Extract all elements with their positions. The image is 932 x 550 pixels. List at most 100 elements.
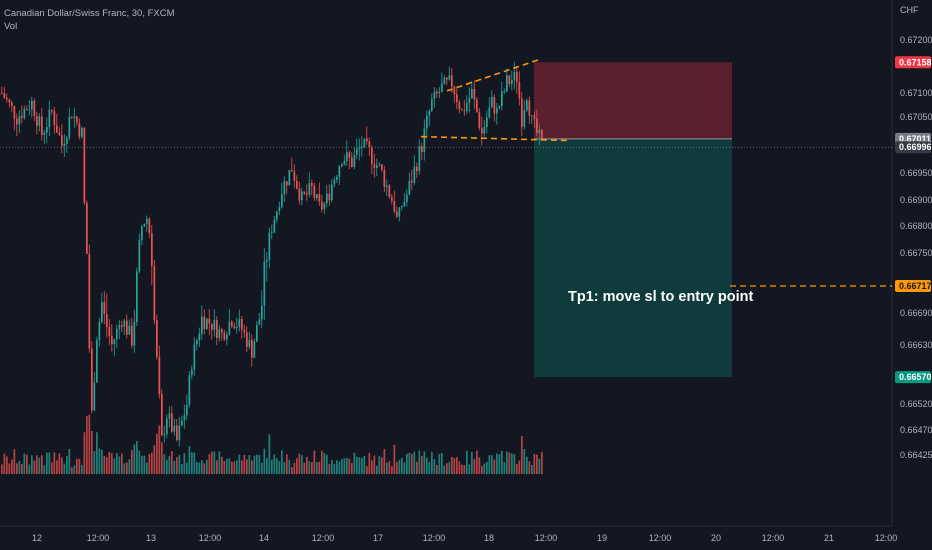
candle[interactable] [28,109,31,111]
candle[interactable] [341,164,343,167]
candle[interactable] [33,100,36,116]
candle[interactable] [243,329,246,333]
candle[interactable] [206,318,208,329]
candle[interactable] [176,425,178,441]
candle[interactable] [271,232,273,234]
candle[interactable] [316,194,318,199]
candle[interactable] [363,138,366,148]
candle[interactable] [8,99,11,103]
candle[interactable] [423,128,426,153]
candle[interactable] [141,226,143,241]
candle[interactable] [41,116,43,135]
candle[interactable] [98,322,101,341]
candle[interactable] [36,115,38,126]
candle[interactable] [348,152,351,158]
candle[interactable] [148,218,151,234]
candle[interactable] [208,318,211,324]
candle[interactable] [163,434,166,436]
candle[interactable] [311,183,313,186]
candle[interactable] [528,100,531,116]
candle[interactable] [498,106,501,109]
candle[interactable] [103,302,106,314]
candle[interactable] [156,320,158,357]
candle[interactable] [371,147,373,165]
candle[interactable] [1,93,3,94]
candle[interactable] [541,129,543,139]
candle[interactable] [446,77,448,80]
candle[interactable] [368,141,371,148]
candle[interactable] [303,191,306,194]
candle[interactable] [236,327,238,329]
candle[interactable] [3,93,6,98]
candle[interactable] [436,91,438,94]
candle[interactable] [101,302,103,323]
candle[interactable] [16,118,18,125]
candle[interactable] [181,420,183,426]
candle[interactable] [373,164,376,168]
candle[interactable] [53,111,56,126]
candle[interactable] [288,169,291,186]
candle[interactable] [293,171,296,181]
candle[interactable] [96,340,98,383]
candle[interactable] [481,128,483,134]
candle[interactable] [56,125,58,133]
candle[interactable] [521,98,523,127]
candle[interactable] [113,339,116,345]
candle[interactable] [106,313,108,328]
candle[interactable] [213,319,216,330]
candle[interactable] [118,324,121,329]
candle[interactable] [326,193,328,204]
candle[interactable] [328,193,331,201]
candle[interactable] [71,116,73,118]
candle[interactable] [536,118,538,134]
candle[interactable] [88,253,91,349]
candle[interactable] [158,356,161,395]
candle[interactable] [166,418,168,435]
candle[interactable] [278,207,281,212]
candle[interactable] [153,266,156,321]
candle[interactable] [318,194,321,202]
candle[interactable] [251,339,253,358]
candle[interactable] [366,138,368,142]
candle[interactable] [48,109,51,128]
candle[interactable] [441,83,443,92]
candle[interactable] [538,129,541,134]
candle[interactable] [283,181,286,195]
candle[interactable] [143,223,146,227]
candle[interactable] [76,116,78,123]
candle[interactable] [296,180,298,189]
candle[interactable] [531,115,533,117]
candle[interactable] [321,201,323,210]
candle[interactable] [456,94,458,103]
candle[interactable] [298,188,301,201]
tp1-annotation[interactable]: Tp1: move sl to entry point [568,289,754,305]
candle[interactable] [86,202,88,254]
candle[interactable] [488,107,491,118]
candle[interactable] [23,109,26,118]
candle[interactable] [413,166,416,183]
candle[interactable] [281,194,283,208]
candle[interactable] [203,316,206,329]
candle[interactable] [451,75,453,87]
candle[interactable] [331,184,333,201]
candle[interactable] [13,106,16,119]
candle[interactable] [483,127,486,134]
candle[interactable] [336,176,338,180]
candle[interactable] [126,320,128,335]
candle[interactable] [418,146,421,172]
candle[interactable] [526,100,528,111]
candle[interactable] [478,111,481,129]
candle[interactable] [403,201,406,206]
candle[interactable] [83,128,86,203]
price-badge-last-price[interactable] [895,141,931,154]
candle[interactable] [496,108,498,114]
candle[interactable] [273,219,276,233]
candle[interactable] [381,164,383,170]
candle[interactable] [228,321,231,335]
candle[interactable] [146,218,148,224]
candle[interactable] [468,98,471,104]
candle[interactable] [218,329,221,338]
candle[interactable] [38,116,41,126]
candle[interactable] [161,394,163,436]
